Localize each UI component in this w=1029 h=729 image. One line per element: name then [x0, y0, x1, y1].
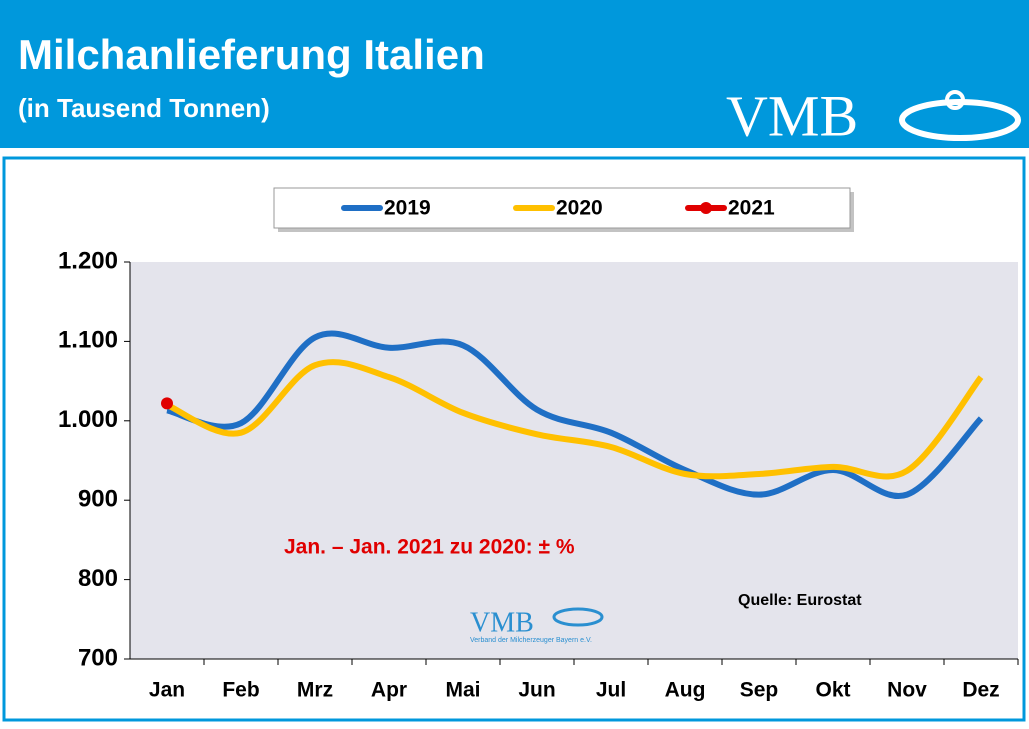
data-point	[161, 397, 173, 410]
watermark-logo: VMB	[470, 607, 534, 638]
y-tick-label: 700	[78, 644, 118, 671]
x-tick-label: Sep	[740, 679, 779, 702]
x-tick-label: Mai	[445, 679, 480, 702]
x-tick-label: Jun	[518, 679, 555, 702]
legend-label: 2021	[728, 197, 775, 220]
series-line	[165, 359, 984, 480]
x-tick-label: Dez	[962, 679, 999, 702]
x-tick-label: Okt	[815, 679, 850, 702]
y-tick-label: 1.200	[58, 247, 118, 274]
chart-title: Milchanlieferung Italien	[18, 31, 485, 78]
x-tick-label: Aug	[665, 679, 706, 702]
x-tick-label: Apr	[371, 679, 407, 702]
series-line	[166, 330, 984, 500]
legend-marker	[700, 202, 712, 214]
x-tick-label: Jan	[149, 679, 185, 702]
x-tick-label: Mrz	[297, 679, 333, 702]
chart-subtitle: (in Tausend Tonnen)	[18, 93, 270, 123]
legend-label: 2019	[384, 197, 431, 220]
logo: VMB	[726, 83, 858, 148]
logo-swoosh	[945, 90, 965, 110]
watermark-caption: Verband der Milcherzeuger Bayern e.V.	[470, 637, 592, 644]
watermark-swoosh	[552, 607, 604, 627]
header-band	[0, 0, 1029, 148]
x-tick-label: Feb	[222, 679, 259, 702]
legend-label: 2020	[556, 197, 603, 220]
plot-area	[130, 262, 1018, 659]
x-tick-label: Jul	[596, 679, 626, 702]
y-tick-label: 800	[78, 565, 118, 592]
source: Quelle: Eurostat	[738, 592, 862, 609]
x-tick-label: Nov	[887, 679, 927, 702]
y-tick-label: 1.100	[58, 327, 118, 354]
annotation: Jan. – Jan. 2021 zu 2020: ± %	[284, 536, 575, 559]
y-tick-label: 1.000	[58, 406, 118, 433]
logo-swoosh	[899, 99, 1021, 141]
y-tick-label: 900	[78, 486, 118, 513]
